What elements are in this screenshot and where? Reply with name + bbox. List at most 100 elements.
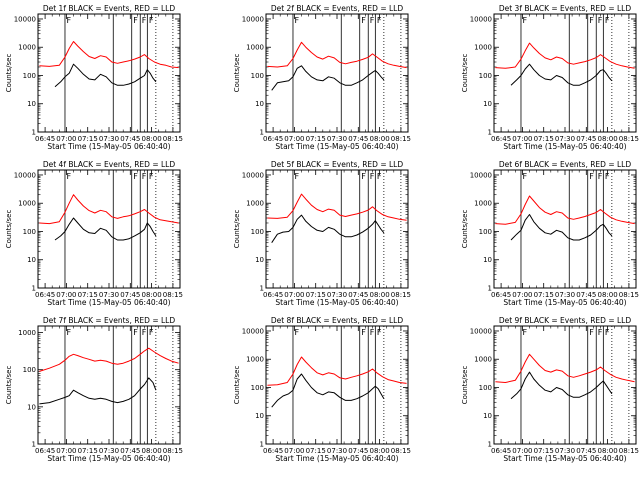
x-axis-label: Start Time (15-May-05 06:40:40) xyxy=(275,454,398,463)
x-tick-label: 07:30 xyxy=(555,447,575,455)
x-tick-label: 06:45 xyxy=(35,135,55,143)
marker-label: F xyxy=(377,16,382,25)
detector-panel: Det 8f BLACK = Events, RED = LLD 1 10 100 10… xyxy=(233,316,411,463)
events-series-line xyxy=(271,65,385,91)
events-series-line xyxy=(54,217,157,241)
events-series-line xyxy=(39,377,157,405)
x-tick-label: 08:15 xyxy=(163,291,183,299)
x-axis-label: Start Time (15-May-05 06:40:40) xyxy=(275,298,398,307)
x-tick-label: 08:15 xyxy=(619,447,639,455)
marker-label: F xyxy=(598,16,603,25)
events-series-line xyxy=(510,63,613,86)
x-tick-label: 07:15 xyxy=(534,447,554,455)
y-tick-label: 1 xyxy=(32,441,36,449)
x-tick-label: 07:15 xyxy=(534,291,554,299)
x-tick-label: 08:00 xyxy=(142,447,162,455)
y-tick-label: 1 xyxy=(32,129,36,137)
lld-series-line xyxy=(267,41,407,69)
marker-label: F xyxy=(294,172,299,181)
y-tick-label: 1000 xyxy=(474,44,492,52)
x-tick-label: 07:45 xyxy=(576,135,596,143)
x-axis-label: Start Time (15-May-05 06:40:40) xyxy=(47,298,170,307)
marker-label: F xyxy=(142,16,147,25)
detector-panel: Det 2f BLACK = Events, RED = LLD 1 10 100 10… xyxy=(233,4,411,151)
y-tick-label: 10 xyxy=(27,403,36,411)
x-tick-label: 07:00 xyxy=(284,135,304,143)
marker-label: F xyxy=(66,328,71,337)
y-tick-label: 1 xyxy=(260,441,264,449)
x-tick-label: 07:45 xyxy=(120,135,140,143)
x-tick-label: 07:30 xyxy=(99,135,119,143)
x-axis-label: Start Time (15-May-05 06:40:40) xyxy=(47,454,170,463)
marker-label: F xyxy=(370,16,375,25)
detector-panel: Det 7f BLACK = Events, RED = LLD 1 10 100 10… xyxy=(5,316,183,463)
x-tick-label: 08:15 xyxy=(619,135,639,143)
y-tick-label: 100 xyxy=(251,72,264,80)
x-tick-label: 07:15 xyxy=(78,135,98,143)
lld-series-line xyxy=(39,347,179,372)
y-tick-label: 1000 xyxy=(18,44,36,52)
lld-series-line xyxy=(267,356,407,386)
y-axis-label: Counts/sec xyxy=(5,366,13,405)
x-tick-label: 06:45 xyxy=(491,291,511,299)
lld-series-line xyxy=(39,41,179,69)
marker-label: F xyxy=(589,172,594,181)
events-series-line xyxy=(54,63,157,88)
x-axis-label: Start Time (15-May-05 06:40:40) xyxy=(503,298,626,307)
y-tick-label: 100 xyxy=(23,228,36,236)
y-tick-label: 10000 xyxy=(242,327,264,335)
marker-label: F xyxy=(605,16,610,25)
x-tick-label: 07:00 xyxy=(56,291,76,299)
y-tick-label: 100 xyxy=(23,366,36,374)
y-tick-label: 1 xyxy=(488,285,492,293)
y-tick-label: 10000 xyxy=(242,15,264,23)
panel-title: Det 8f BLACK = Events, RED = LLD xyxy=(271,316,404,325)
panel-title: Det 9f BLACK = Events, RED = LLD xyxy=(499,316,632,325)
plot-frame xyxy=(265,169,409,289)
marker-label: F xyxy=(589,16,594,25)
marker-label: F xyxy=(66,172,71,181)
x-tick-label: 07:45 xyxy=(348,135,368,143)
y-tick-label: 100 xyxy=(251,228,264,236)
y-axis-label: Counts/sec xyxy=(233,366,241,405)
marker-label: F xyxy=(133,172,138,181)
detector-panel: Det 5f BLACK = Events, RED = LLD 1 10 100 10… xyxy=(233,160,411,307)
x-tick-label: 08:00 xyxy=(370,135,390,143)
y-tick-label: 10000 xyxy=(14,171,36,179)
x-tick-label: 07:30 xyxy=(99,447,119,455)
y-axis-label: Counts/sec xyxy=(5,210,13,249)
y-tick-label: 10 xyxy=(483,256,492,264)
marker-label: F xyxy=(598,172,603,181)
x-tick-label: 06:45 xyxy=(491,135,511,143)
marker-label: F xyxy=(377,172,382,181)
marker-label: F xyxy=(294,16,299,25)
x-tick-label: 06:45 xyxy=(263,135,283,143)
marker-label: F xyxy=(522,16,527,25)
y-tick-label: 1 xyxy=(260,285,264,293)
y-tick-label: 1 xyxy=(260,129,264,137)
x-tick-label: 06:45 xyxy=(263,291,283,299)
marker-label: F xyxy=(377,328,382,337)
detector-panel: Det 1f BLACK = Events, RED = LLD 1 10 100 10… xyxy=(5,4,183,151)
y-tick-label: 1 xyxy=(488,129,492,137)
marker-label: F xyxy=(361,16,366,25)
panel-title: Det 5f BLACK = Events, RED = LLD xyxy=(271,160,404,169)
plot-frame xyxy=(493,13,637,133)
events-series-line xyxy=(271,214,385,243)
y-tick-label: 100 xyxy=(479,228,492,236)
x-tick-label: 08:15 xyxy=(163,135,183,143)
y-axis-label: Counts/sec xyxy=(5,54,13,93)
x-axis-label: Start Time (15-May-05 06:40:40) xyxy=(275,142,398,151)
plot-frame xyxy=(37,169,181,289)
x-tick-label: 07:00 xyxy=(512,291,532,299)
lld-series-line xyxy=(495,42,635,69)
y-tick-label: 10 xyxy=(27,100,36,108)
x-axis-label: Start Time (15-May-05 06:40:40) xyxy=(503,454,626,463)
marker-label: F xyxy=(605,172,610,181)
plot-frame xyxy=(265,325,409,445)
marker-label: F xyxy=(522,328,527,337)
marker-label: F xyxy=(294,328,299,337)
x-tick-label: 08:15 xyxy=(391,447,411,455)
x-tick-label: 06:45 xyxy=(35,447,55,455)
